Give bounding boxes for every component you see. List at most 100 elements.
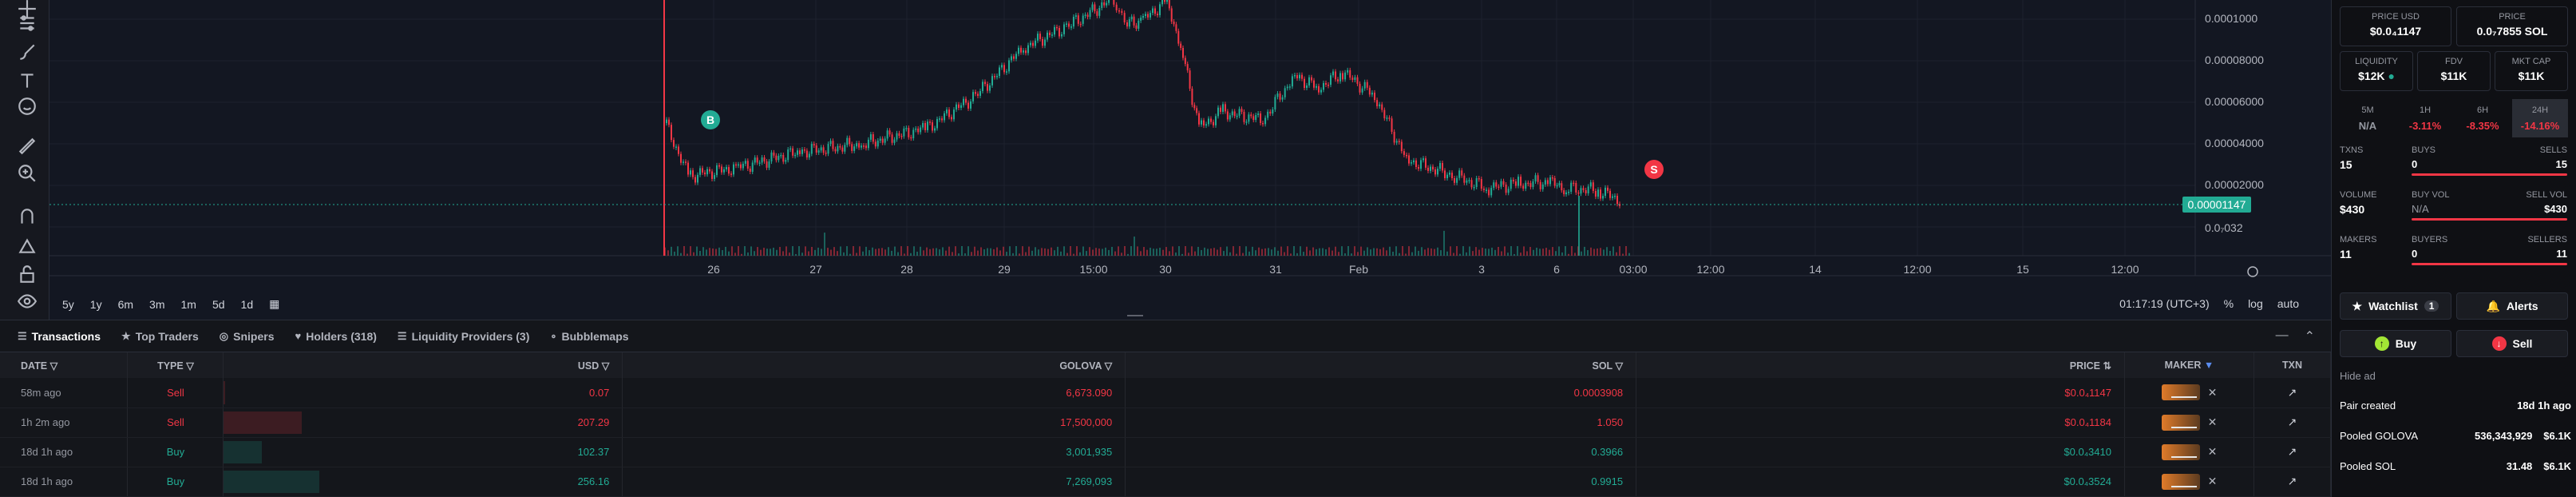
timeframe-5d[interactable]: 5d xyxy=(212,297,225,311)
filter-maker-icon[interactable]: ✕ xyxy=(2207,475,2218,487)
external-link-icon[interactable]: ↗ xyxy=(2287,445,2297,458)
change-24h[interactable]: 24H -14.16% xyxy=(2512,99,2568,137)
table-row[interactable]: 58m ago Sell 0.07 6,673.090 0.0003908 $0.0₄11… xyxy=(0,378,2332,408)
filter-maker-icon[interactable]: ✕ xyxy=(2207,415,2218,428)
col-sol[interactable]: SOL ▽ xyxy=(1125,352,1637,378)
emoji-tool-icon[interactable] xyxy=(14,94,40,118)
filter-maker-icon[interactable]: ✕ xyxy=(2207,445,2218,458)
price-chart[interactable]: 0.0001000 0.00008000 0.00006000 0.00004000 0… xyxy=(49,0,2331,320)
tab-bubblemaps[interactable]: ∘ Bubblemaps xyxy=(550,330,628,343)
hide-ad-link[interactable]: Hide ad xyxy=(2340,370,2376,382)
tab-top-traders[interactable]: ★ Top Traders xyxy=(121,330,199,343)
timeframe-5y[interactable]: 5y xyxy=(62,297,74,311)
candle-body xyxy=(1461,170,1463,176)
watchlist-button[interactable]: ★ Watchlist 1 xyxy=(2340,292,2451,320)
table-row[interactable]: 1h 2m ago Sell 207.29 17,500,000 1.050 $0.0₄1… xyxy=(0,408,2332,438)
crosshair-tool-icon[interactable] xyxy=(14,0,40,21)
candle-body xyxy=(1565,192,1567,195)
table-row[interactable]: 18d 1h ago Buy 256.16 7,269,093 0.9915 $0.0₄3… xyxy=(0,467,2332,497)
external-link-icon[interactable]: ↗ xyxy=(2287,415,2297,428)
zoom-in-icon[interactable] xyxy=(14,161,40,185)
timeframe-1m[interactable]: 1m xyxy=(180,297,196,311)
scale-auto-toggle[interactable]: auto xyxy=(2277,297,2299,310)
trend-line-tool-icon[interactable] xyxy=(14,11,40,35)
change-6h[interactable]: 6H -8.35% xyxy=(2455,99,2511,137)
liquidity-label: LIQUIDITY xyxy=(2355,57,2398,66)
volume-bar xyxy=(1082,246,1084,256)
magnet-icon[interactable] xyxy=(14,205,40,229)
candle-body xyxy=(1115,4,1118,10)
candle-body xyxy=(825,153,827,154)
price-usd-label: PRICE USD xyxy=(2372,12,2420,22)
candle-body xyxy=(1089,10,1091,18)
candle-body xyxy=(714,175,715,179)
tab-snipers[interactable]: ◎ Snipers xyxy=(220,330,275,343)
sell-button[interactable]: ↓ Sell xyxy=(2456,330,2568,357)
brush-tool-icon[interactable] xyxy=(14,40,40,64)
tab-liquidity-providers[interactable]: ☰ Liquidity Providers (3) xyxy=(398,330,529,343)
timeframe-6m[interactable]: 6m xyxy=(117,297,134,311)
scale-log-toggle[interactable]: log xyxy=(2248,297,2263,310)
external-link-icon[interactable]: ↗ xyxy=(2287,475,2297,487)
ruler-tool-icon[interactable] xyxy=(14,134,40,158)
volume-bar xyxy=(1019,253,1020,256)
expand-icon[interactable]: ⌃ xyxy=(2304,330,2315,344)
calendar-icon[interactable]: ▦ xyxy=(269,297,280,310)
timeframe-1y[interactable]: 1y xyxy=(89,297,102,311)
candle-body xyxy=(1128,19,1130,27)
cell-type: Buy xyxy=(127,437,224,467)
maker-avatar[interactable] xyxy=(2161,414,2200,431)
tab-holders[interactable]: ♥ Holders (318) xyxy=(295,330,376,343)
candle-body xyxy=(1135,25,1138,29)
candle-body xyxy=(1537,175,1539,182)
volume-bar xyxy=(722,250,723,256)
lock-drawings-icon[interactable] xyxy=(14,233,40,257)
candle-body xyxy=(1164,0,1165,2)
maker-avatar[interactable] xyxy=(2161,384,2200,401)
col-usd[interactable]: USD ▽ xyxy=(223,352,623,378)
scale-percent-toggle[interactable]: % xyxy=(2223,297,2234,310)
maker-avatar[interactable] xyxy=(2161,443,2200,460)
col-price[interactable]: PRICE ⇅ xyxy=(1636,352,2125,378)
volume-bar xyxy=(948,246,950,256)
col-golova[interactable]: GOLOVA ▽ xyxy=(622,352,1126,378)
maker-avatar[interactable] xyxy=(2161,473,2200,490)
minimize-icon[interactable]: — xyxy=(2275,328,2289,342)
eye-icon[interactable] xyxy=(14,289,40,313)
tab-transactions[interactable]: ☰ Transactions xyxy=(18,330,101,343)
text-tool-icon[interactable] xyxy=(14,69,40,93)
volume-bar xyxy=(1271,249,1272,256)
volume-bar xyxy=(1274,247,1276,256)
time-axis-label: 31 xyxy=(1269,263,1282,276)
candle-body xyxy=(958,104,960,108)
table-row[interactable]: 18d 1h ago Buy 102.37 3,001,935 0.3966 $0.0₄3… xyxy=(0,437,2332,467)
volume-bar xyxy=(1054,250,1055,256)
col-date[interactable]: DATE ▽ xyxy=(0,352,129,378)
volume-bar xyxy=(1102,248,1103,256)
alerts-button[interactable]: 🔔 Alerts xyxy=(2456,292,2568,320)
buy-button[interactable]: ↑ Buy xyxy=(2340,330,2451,357)
col-maker[interactable]: MAKER ▼ xyxy=(2124,352,2254,378)
timeframe-3m[interactable]: 3m xyxy=(149,297,165,311)
change-1h[interactable]: 1H -3.11% xyxy=(2397,99,2453,137)
external-link-icon[interactable]: ↗ xyxy=(2287,385,2297,399)
volume-bar xyxy=(1239,246,1241,256)
candle-body xyxy=(979,90,981,96)
candle-body xyxy=(1061,34,1062,37)
candle-body xyxy=(1193,105,1196,109)
candle-body xyxy=(1580,188,1582,194)
change-5m[interactable]: 5M N/A xyxy=(2340,99,2396,137)
chart-canvas[interactable]: 0.0001000 0.00008000 0.00006000 0.00004000 0… xyxy=(49,0,2331,320)
lock-icon[interactable] xyxy=(14,262,40,286)
candle-body xyxy=(751,162,754,173)
candle-body xyxy=(1518,177,1519,186)
filter-maker-icon[interactable]: ✕ xyxy=(2207,385,2218,399)
timeframe-1d[interactable]: 1d xyxy=(240,297,254,311)
volume-value: $430 xyxy=(2340,203,2365,216)
col-type[interactable]: TYPE ▽ xyxy=(127,352,224,378)
candle-body xyxy=(742,163,744,169)
candle-body xyxy=(1213,121,1214,125)
volume-bar xyxy=(833,247,835,256)
candle-body xyxy=(1157,14,1158,16)
candle-body xyxy=(1245,121,1248,123)
